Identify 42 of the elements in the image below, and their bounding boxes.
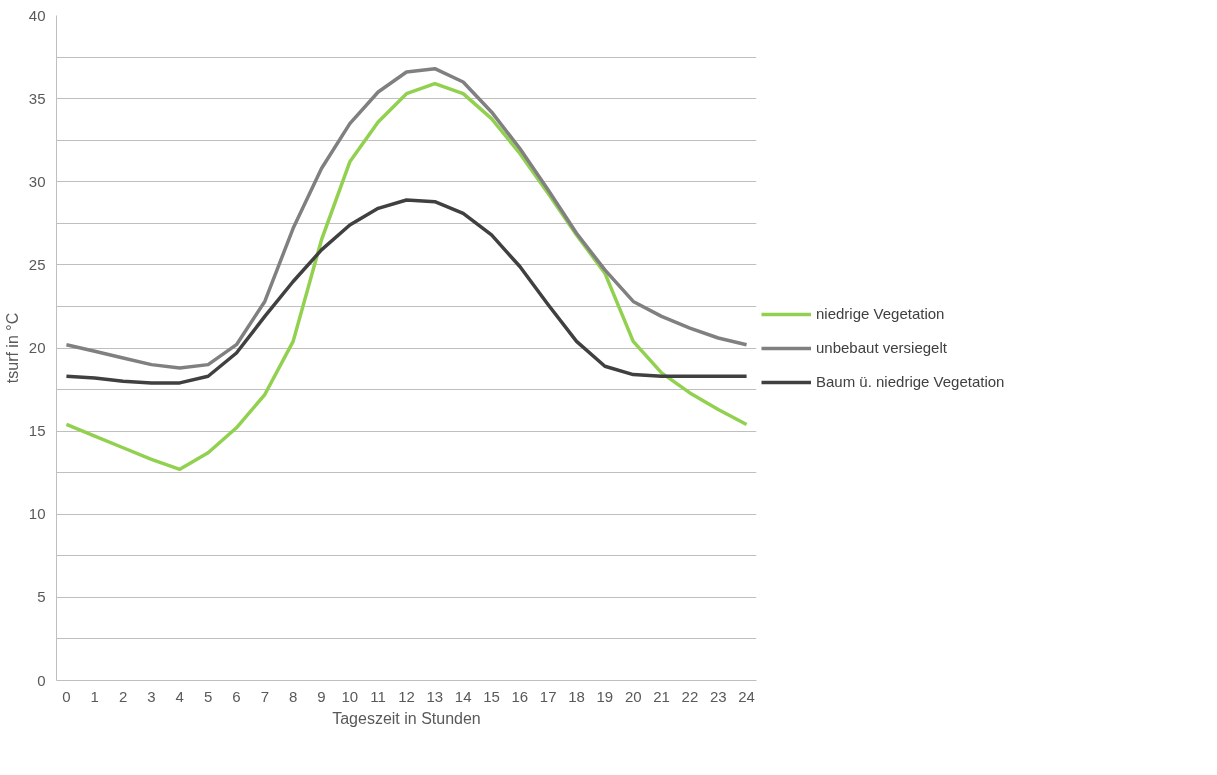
x-tick-label: 19 — [596, 687, 614, 705]
y-tick-label: 5 — [37, 588, 46, 606]
y-tick-label: 30 — [28, 172, 46, 190]
x-tick-label: 7 — [260, 687, 269, 705]
legend-label: niedrige Vegetation — [816, 305, 945, 322]
y-tick-label: 20 — [28, 339, 46, 356]
y-tick-label: 0 — [37, 671, 46, 689]
x-tick-label: 23 — [709, 687, 727, 705]
x-tick-label: 2 — [118, 687, 128, 705]
x-tick-label: 8 — [288, 687, 298, 705]
x-tick-label: 12 — [398, 687, 415, 705]
line-series — [64, 198, 749, 385]
legend-label: unbebaut versiegelt — [816, 339, 947, 356]
x-tick-label: 14 — [454, 687, 472, 705]
x-tick-label: 6 — [232, 687, 241, 705]
y-axis-title: tsurf in °C — [3, 312, 21, 384]
x-tick-label: 9 — [317, 687, 326, 705]
x-tick-label: 3 — [147, 687, 156, 705]
x-tick-label: 20 — [624, 687, 642, 705]
line-series — [64, 81, 749, 472]
x-tick-label: 15 — [483, 687, 500, 705]
y-tick-label: 35 — [28, 89, 46, 107]
x-tick-label: 17 — [539, 687, 557, 705]
line-series — [64, 66, 749, 370]
x-tick-label: 1 — [90, 687, 99, 705]
x-tick-label: 24 — [738, 687, 755, 705]
y-tick-label: 10 — [28, 505, 46, 523]
x-tick-label: 11 — [370, 687, 386, 705]
x-tick-label: 10 — [341, 687, 359, 705]
x-tick-label: 22 — [681, 687, 699, 705]
legend-label: Baum ü. niedrige Vegetation — [816, 373, 1005, 390]
x-tick-label: 13 — [426, 687, 444, 705]
y-tick-label: 15 — [28, 422, 46, 440]
x-tick-label: 18 — [568, 687, 585, 705]
x-tick-label: 21 — [653, 687, 670, 705]
x-tick-label: 16 — [511, 687, 529, 705]
x-tick-label: 4 — [175, 687, 184, 705]
y-tick-label: 40 — [28, 6, 46, 24]
x-axis-title: Tageszeit in Stunden — [332, 709, 481, 727]
x-tick-label: 0 — [62, 687, 71, 705]
y-tick-label: 25 — [28, 255, 46, 273]
x-tick-label: 5 — [203, 687, 213, 705]
